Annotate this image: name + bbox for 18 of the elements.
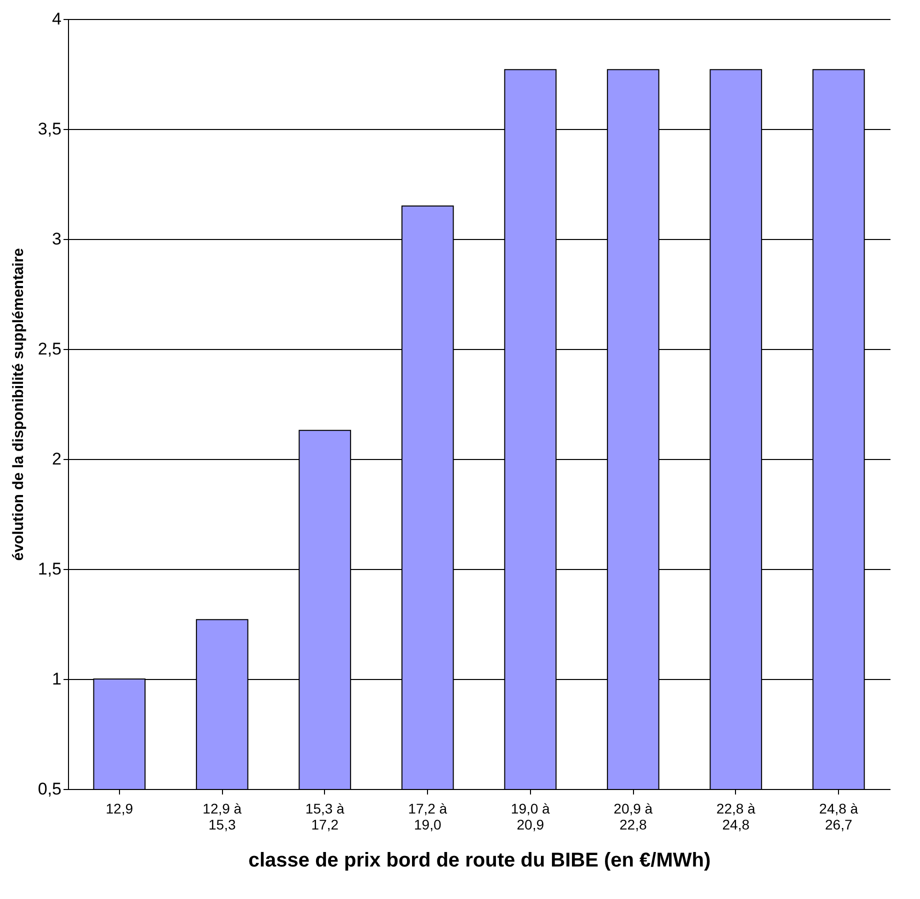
x-tick-label: 19,0 à 20,9 <box>510 800 550 832</box>
x-tick-label: 15,3 à 17,2 <box>305 800 345 832</box>
y-tick-label: 1,5 <box>38 560 62 578</box>
y-tick-label: 2 <box>52 450 62 468</box>
x-tick-label: 22,8 à 24,8 <box>716 800 756 832</box>
x-tick-label: 12,9 <box>106 800 134 816</box>
x-tick-label: 17,2 à 19,0 <box>408 800 448 832</box>
y-axis-title: évolution de la disponibilité supplémentaire <box>10 248 27 561</box>
y-tick-label: 4 <box>52 10 62 28</box>
x-tick-label: 24,8 à 26,7 <box>819 800 858 832</box>
x-axis-title: classe de prix bord de route du BIBE (en €/MWh) <box>248 850 711 872</box>
y-tick-label: 3,5 <box>38 120 62 138</box>
y-tick-label: 1 <box>52 670 62 688</box>
x-tick-label: 20,9 à 22,8 <box>614 800 653 832</box>
y-tick-label: 0,5 <box>38 780 62 798</box>
y-tick-label: 2,5 <box>38 340 62 358</box>
y-tick-label: 3 <box>52 230 62 248</box>
x-tick-label: 12,9 à 15,3 <box>202 800 242 832</box>
